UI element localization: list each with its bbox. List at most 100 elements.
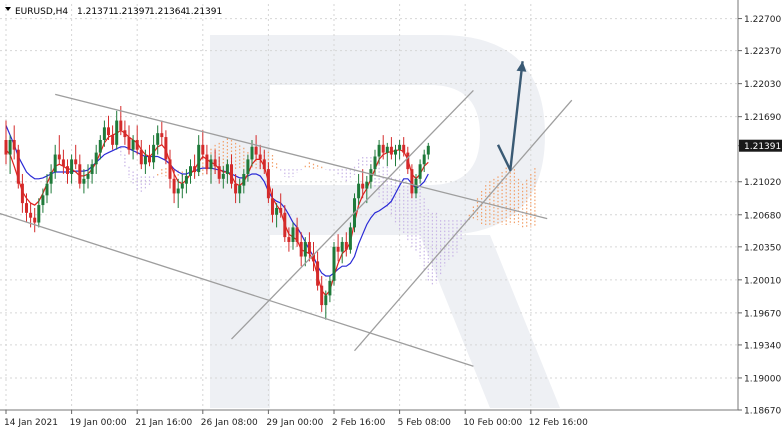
candle-body [148,156,151,163]
candle-body [418,164,422,179]
candle-body [291,227,295,242]
candle-body [316,261,320,286]
kijun-sen-line [5,125,429,277]
candle-body [33,217,37,223]
price-axis: 1.22700 1.22370 1.22030 1.21690 1.21391 1.210… [738,15,782,417]
candle-body [201,144,205,155]
chart-header: EURUSD,H4 1.21371 1.21397 1.21364 1.2139… [5,7,222,17]
candle-body [287,237,291,242]
candle-body [12,139,16,150]
ohlc-low: 1.21364 [149,7,186,17]
candle-body [123,130,127,138]
candle-body [238,185,242,194]
x-tick-label: 19 Jan 00:00 [70,418,127,428]
dropdown-triangle-icon[interactable] [5,7,11,11]
candle-body [143,156,147,165]
candle-body [115,120,119,145]
candle-body [29,212,33,218]
candle-body [377,144,381,157]
y-tick-label: 1.22370 [744,47,781,57]
tenkan-sen-line [5,129,429,297]
candle-body [385,146,389,153]
candle-body [426,145,430,155]
watermark-logo [210,35,560,408]
candle-body [168,159,172,179]
candle-body [20,183,24,204]
candle-body [398,144,402,150]
ohlc-open: 1.21371 [77,7,114,17]
trend-channel-line [55,93,548,220]
candle-body [369,169,373,182]
x-tick-label: 5 Feb 08:00 [398,418,452,428]
y-tick-label: 1.20010 [744,276,781,286]
y-tick-label: 1.20680 [744,211,781,221]
current-price-label: 1.21391 [744,142,781,152]
candle-body [283,212,287,238]
y-tick-label: 1.19000 [744,374,781,384]
candle-body [16,149,20,184]
trend-channels [0,89,573,367]
candle-body [348,227,352,250]
candle-body [37,205,41,223]
candle-body [213,159,217,167]
y-tick-label: 1.21690 [744,113,781,123]
y-tick-label: 1.22030 [744,80,781,90]
candle-body [61,159,65,167]
y-tick-label: 1.21020 [744,178,781,188]
candle-body [131,139,135,150]
candle-body [57,154,61,160]
y-tick-label: 1.22700 [744,15,781,25]
candle-body [8,139,12,155]
ohlc-close: 1.21391 [185,7,222,17]
candle-body [230,164,233,184]
candle-body [94,152,98,165]
candle-body [336,246,340,252]
candle-body [266,169,270,199]
candle-body [328,280,332,296]
candle-body [172,178,176,194]
candles [4,105,430,320]
candle-body [262,159,266,170]
candle-body [184,175,188,184]
x-tick-label: 26 Jan 08:00 [201,418,258,428]
candle-body [406,152,410,170]
candle-body [225,164,229,174]
y-tick-label: 1.19670 [744,309,781,319]
candle-body [135,139,139,150]
x-tick-label: 14 Jan 2021 [4,418,58,428]
indicator-lines [5,125,429,297]
candle-body [258,154,262,160]
candle-body [102,127,106,140]
candle-body [90,164,94,174]
candle-body [98,139,102,153]
candle-body [74,159,78,165]
candle-body [4,139,8,155]
candle-body [205,154,209,170]
ohlc-high: 1.21397 [113,7,150,17]
candle-body [78,164,82,184]
candle-body [164,137,168,160]
forecast-arrow-head [516,61,527,72]
candle-body [197,144,201,173]
candle-body [381,144,385,153]
candle-body [242,173,246,186]
candle-body [209,159,213,170]
candle-body [254,146,258,155]
candle-body [389,146,393,155]
candle-body [320,285,324,306]
forecast-arrow [496,61,527,172]
candle-body [217,166,221,179]
candle-body [344,241,348,250]
candle-body [86,173,90,179]
candle-body [41,195,45,206]
y-tick-label: 1.18670 [744,407,781,417]
candle-body [357,183,361,199]
candle-body [82,178,86,184]
y-tick-label: 1.19340 [744,341,781,351]
candle-body [156,133,160,145]
candle-body [180,183,184,189]
time-axis: 14 Jan 2021 19 Jan 00:00 21 Jan 16:00 26 Ja… [4,410,588,428]
candle-body [410,169,414,194]
